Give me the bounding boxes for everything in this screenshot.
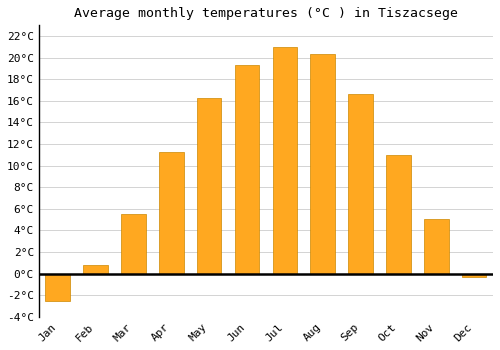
Bar (386, 155, 410, 274)
Bar (424, 218, 448, 274)
Bar (310, 55, 335, 274)
Bar (348, 94, 373, 274)
Bar (234, 65, 260, 274)
Bar (272, 47, 297, 274)
Bar (84, 265, 108, 274)
Bar (462, 274, 486, 277)
Title: Average monthly temperatures (°C ) in Tiszacsege: Average monthly temperatures (°C ) in Ti… (74, 7, 458, 20)
Bar (159, 152, 184, 274)
Bar (197, 98, 222, 274)
Bar (121, 214, 146, 274)
Bar (46, 274, 70, 301)
